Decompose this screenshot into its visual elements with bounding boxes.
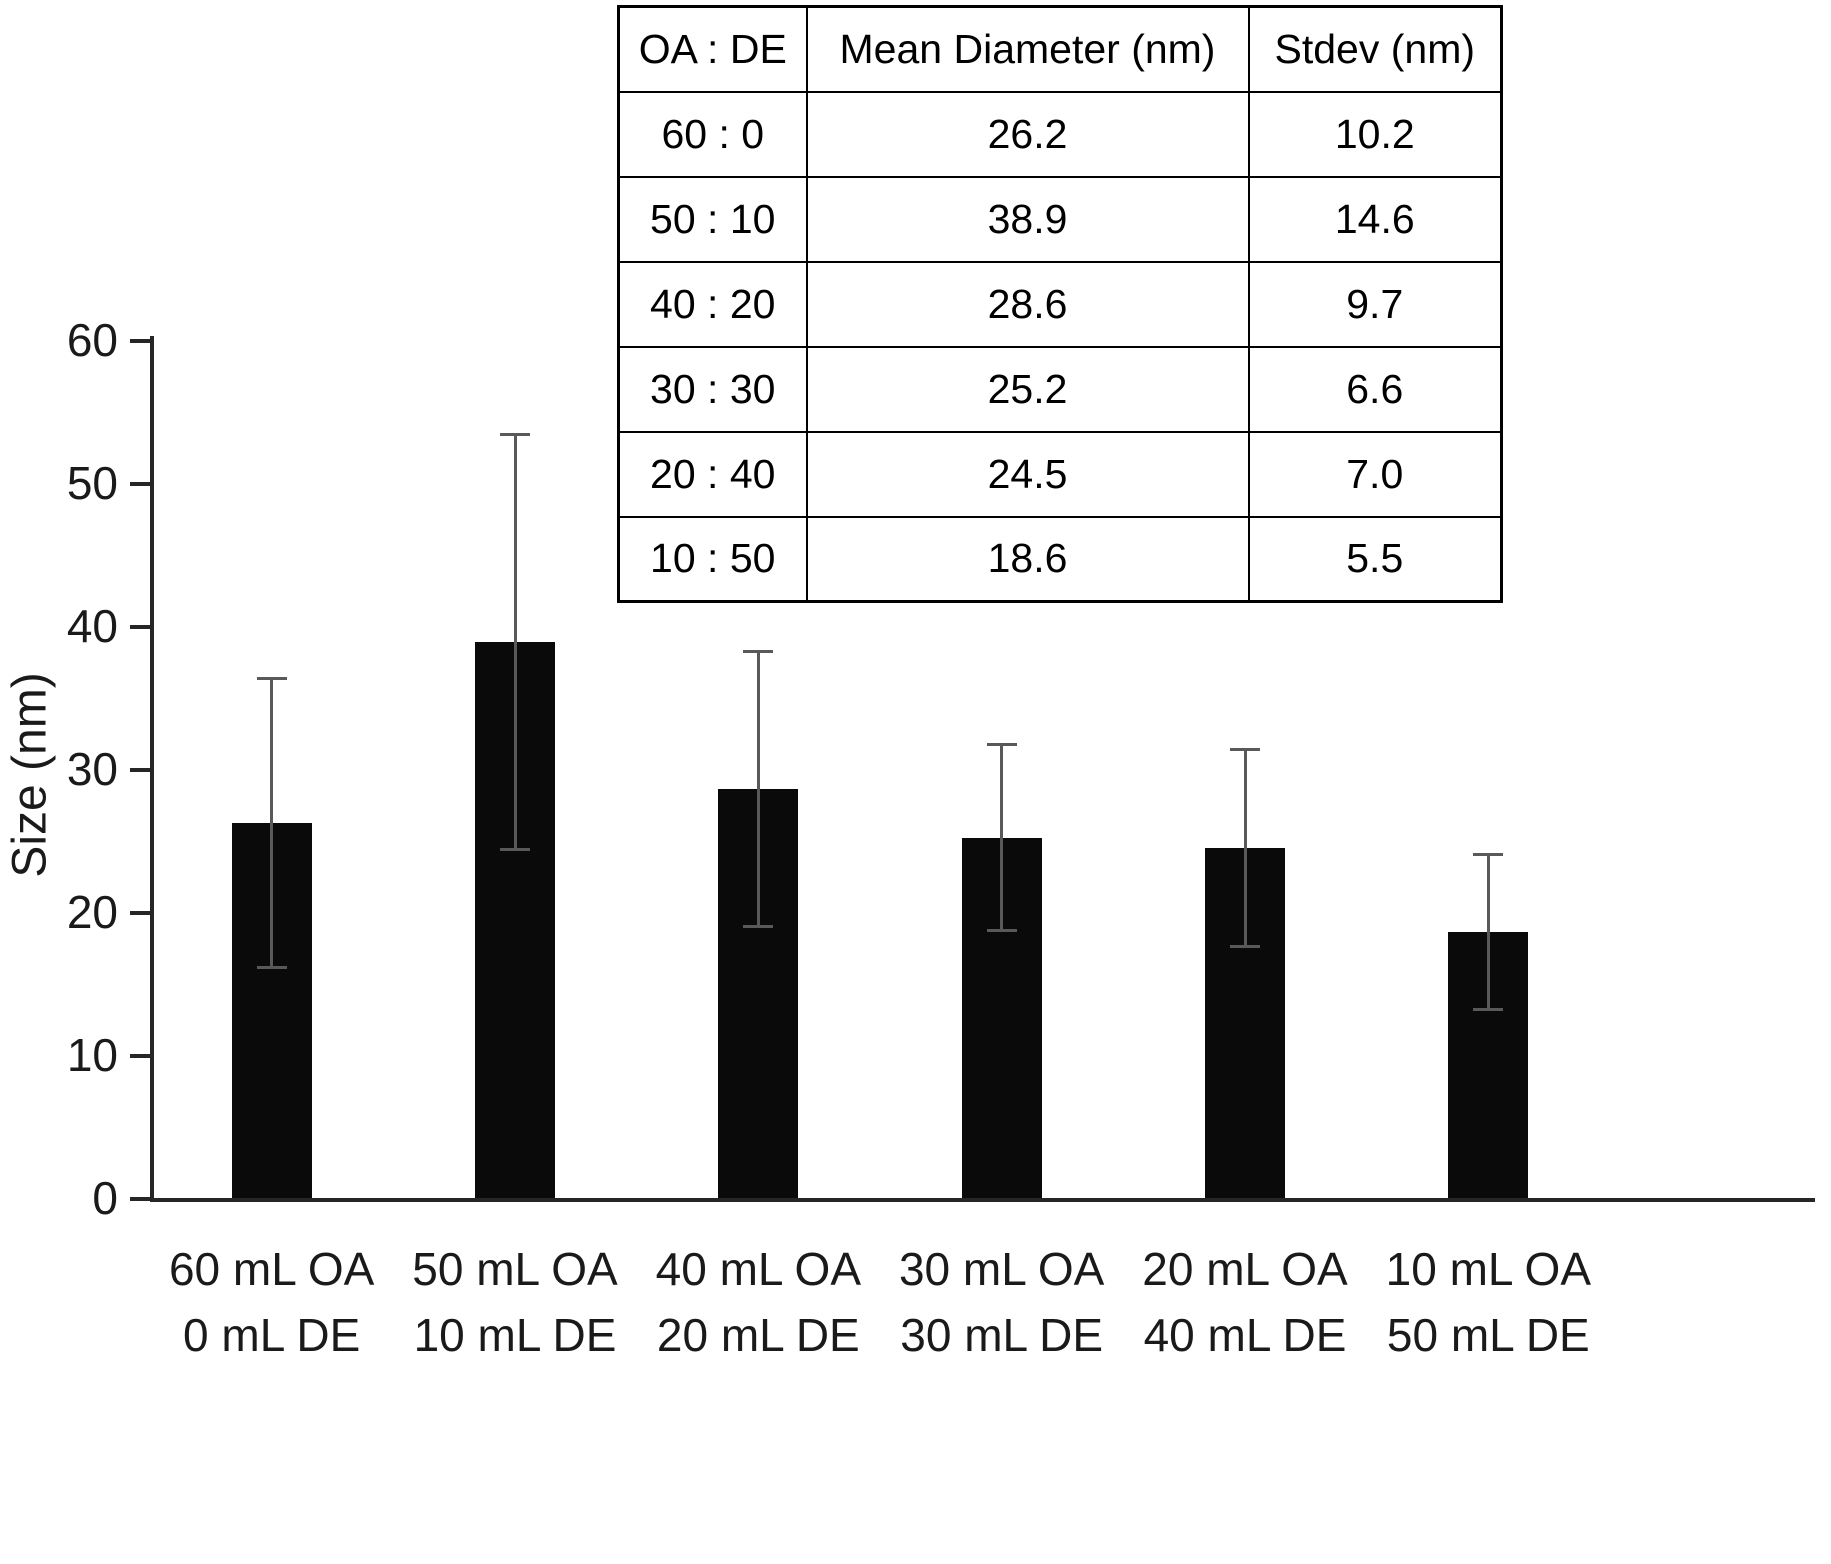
table-header-cell: Mean Diameter (nm)	[805, 5, 1250, 93]
y-axis-tick	[130, 625, 150, 629]
table-cell: 10 : 50	[617, 515, 808, 603]
table-header-cell: OA : DE	[617, 5, 808, 93]
table-row: 10 : 50 18.6 5.5	[617, 515, 1503, 603]
y-axis-tick	[130, 768, 150, 772]
y-tick-label: 30	[66, 743, 118, 795]
table-row: 60 : 0 26.2 10.2	[617, 90, 1503, 178]
error-bar-cap-top	[1473, 853, 1504, 857]
x-category-label-line1: 10 mL OA	[1385, 1243, 1592, 1295]
x-category-label-line2: 30 mL DE	[900, 1309, 1104, 1361]
x-category-label-line1: 30 mL OA	[898, 1243, 1105, 1295]
y-tick-label: 0	[92, 1172, 118, 1224]
x-category-label-line2: 0 mL DE	[183, 1309, 361, 1361]
y-tick-label: 10	[66, 1029, 118, 1081]
y-tick-label: 20	[66, 886, 118, 938]
y-axis-tick	[130, 1054, 150, 1058]
x-category-label-line2: 20 mL DE	[656, 1309, 860, 1361]
table-cell: 30 : 30	[617, 345, 808, 433]
x-category-label: 30 mL OA 30 mL DE	[860, 1236, 1143, 1368]
x-category-label-line1: 20 mL OA	[1142, 1243, 1348, 1295]
table-cell: 5.5	[1247, 515, 1503, 603]
x-category-label-line2: 40 mL DE	[1143, 1309, 1347, 1361]
y-axis-tick	[130, 339, 150, 343]
error-bar-cap-top	[256, 677, 287, 681]
error-bar-line	[1243, 747, 1247, 948]
table-cell: 28.6	[805, 260, 1250, 348]
x-category-label: 20 mL OA 40 mL DE	[1103, 1236, 1386, 1368]
x-category-label: 40 mL OA 20 mL DE	[617, 1236, 900, 1368]
error-bar-line	[270, 677, 274, 970]
x-category-label: 10 mL OA 50 mL DE	[1347, 1236, 1630, 1368]
y-tick-label: 50	[66, 457, 118, 509]
table-cell: 7.0	[1247, 430, 1503, 518]
table-cell: 10.2	[1247, 90, 1503, 178]
table-header-row: OA : DE Mean Diameter (nm) Stdev (nm)	[617, 5, 1503, 93]
table-cell: 18.6	[805, 515, 1250, 603]
x-category-label-line2: 50 mL DE	[1386, 1309, 1590, 1361]
error-bar-cap-top	[986, 743, 1017, 747]
x-axis-line	[150, 1198, 1815, 1202]
table-cell: 6.6	[1247, 345, 1503, 433]
x-category-label-line1: 60 mL OA	[168, 1243, 375, 1295]
error-bar-cap-top	[1230, 747, 1260, 751]
error-bar-cap-top	[743, 650, 774, 654]
table-header-cell: Stdev (nm)	[1247, 5, 1503, 93]
table-cell: 14.6	[1247, 175, 1503, 263]
x-category-label-line1: 50 mL OA	[412, 1243, 618, 1295]
table-cell: 20 : 40	[617, 430, 808, 518]
table-cell: 24.5	[805, 430, 1250, 518]
y-axis-tick	[130, 1197, 150, 1201]
y-axis-tick	[130, 482, 150, 486]
y-axis-tick	[130, 911, 150, 915]
error-bar-cap-bottom	[1473, 1007, 1504, 1011]
table-cell: 25.2	[805, 345, 1250, 433]
y-axis-title: Size (nm)	[3, 672, 57, 878]
error-bar-line	[1000, 743, 1004, 932]
y-tick-label: 60	[66, 314, 118, 366]
inset-table: OA : DE Mean Diameter (nm) Stdev (nm) 60 : …	[617, 5, 1503, 603]
x-category-label-line2: 10 mL DE	[413, 1309, 617, 1361]
table-cell: 60 : 0	[617, 90, 808, 178]
table-cell: 50 : 10	[617, 175, 808, 263]
table-row: 50 : 10 38.9 14.6	[617, 175, 1503, 263]
error-bar-cap-bottom	[1230, 944, 1260, 948]
error-bar-line	[513, 432, 517, 851]
error-bar-cap-bottom	[743, 924, 774, 928]
table-row: 30 : 30 25.2 6.6	[617, 345, 1503, 433]
table-cell: 26.2	[805, 90, 1250, 178]
y-axis-line	[150, 336, 154, 1202]
error-bar-cap-bottom	[500, 847, 530, 851]
error-bar-line	[1486, 853, 1490, 1011]
table-cell: 38.9	[805, 175, 1250, 263]
x-category-label: 50 mL OA 10 mL DE	[373, 1236, 656, 1368]
error-bar-cap-bottom	[986, 929, 1017, 933]
y-tick-label: 40	[66, 600, 118, 652]
error-bar-line	[756, 650, 760, 928]
table-cell: 40 : 20	[617, 260, 808, 348]
error-bar-cap-top	[500, 432, 530, 436]
table-row: 40 : 20 28.6 9.7	[617, 260, 1503, 348]
error-bar-cap-bottom	[256, 966, 287, 970]
x-category-label: 60 mL OA 0 mL DE	[130, 1236, 413, 1368]
table-cell: 9.7	[1247, 260, 1503, 348]
table-row: 20 : 40 24.5 7.0	[617, 430, 1503, 518]
x-category-label-line1: 40 mL OA	[655, 1243, 862, 1295]
